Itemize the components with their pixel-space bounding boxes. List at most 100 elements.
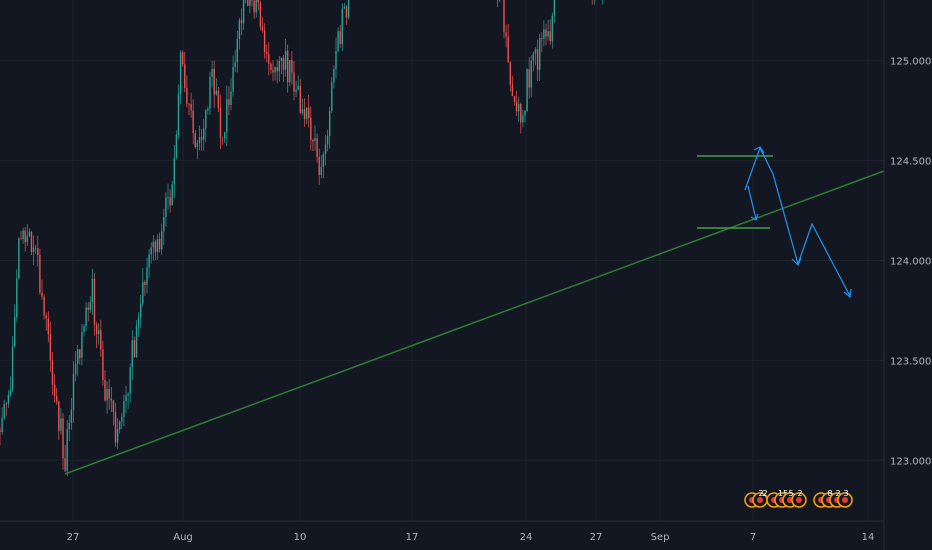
candle-body bbox=[299, 85, 301, 113]
candle-body bbox=[347, 0, 350, 18]
candle-body bbox=[268, 53, 270, 64]
candle-body bbox=[276, 67, 278, 72]
price-tick-label: 123.500 bbox=[890, 356, 931, 367]
candle-body bbox=[137, 317, 140, 327]
candle-body bbox=[121, 416, 123, 422]
candle-body bbox=[163, 217, 165, 232]
time-tick-label: 24 bbox=[520, 532, 533, 543]
event-markers: 2 15 5 2 8 2 32 bbox=[744, 489, 853, 508]
candle-body bbox=[41, 292, 43, 297]
time-axis[interactable]: 27 Aug 10 17 24 27 Sep 7 14 bbox=[67, 532, 875, 543]
candle-body bbox=[343, 6, 346, 9]
time-tick-label: 7 bbox=[750, 532, 756, 543]
candle-body bbox=[81, 332, 83, 358]
candle-body bbox=[526, 69, 528, 111]
candle-body bbox=[142, 281, 144, 304]
candle-body bbox=[154, 241, 157, 253]
candle-body bbox=[230, 91, 232, 106]
candle-body bbox=[520, 104, 522, 123]
candle-body bbox=[37, 248, 39, 255]
candle-body bbox=[331, 82, 333, 112]
candle-body bbox=[127, 393, 129, 396]
candle-body bbox=[249, 0, 251, 6]
candle-body bbox=[305, 107, 308, 120]
candle-body bbox=[98, 330, 100, 334]
candle-body bbox=[318, 157, 320, 175]
projection-path[interactable] bbox=[744, 146, 851, 297]
candle-body bbox=[211, 69, 213, 77]
candle-body bbox=[257, 0, 259, 3]
event-count-label: 8 bbox=[827, 489, 832, 498]
event-flag-icon bbox=[757, 497, 763, 503]
candle-body bbox=[503, 0, 505, 33]
projection-arrowhead-2 bbox=[791, 257, 802, 267]
candle-body bbox=[161, 231, 163, 250]
candle-body bbox=[47, 318, 49, 335]
candle-body bbox=[339, 31, 341, 44]
candle-body bbox=[505, 32, 507, 37]
candle-body bbox=[215, 90, 217, 95]
candle-body bbox=[539, 38, 541, 70]
candle-body bbox=[135, 326, 138, 357]
event-count-label: 2 bbox=[762, 489, 767, 498]
candle-body bbox=[119, 421, 121, 430]
candle-body bbox=[345, 6, 348, 18]
candle-body bbox=[228, 99, 230, 105]
candle-body bbox=[308, 107, 310, 118]
candle-body bbox=[152, 241, 154, 248]
candle-body bbox=[169, 197, 171, 206]
candle-body bbox=[110, 398, 112, 401]
candle-body bbox=[22, 230, 24, 239]
time-tick-label: 10 bbox=[294, 532, 307, 543]
candle-body bbox=[83, 326, 85, 333]
candle-body bbox=[20, 238, 22, 240]
candle-body bbox=[125, 395, 127, 401]
price-tick-label: 124.500 bbox=[890, 157, 931, 168]
candle-body bbox=[255, 0, 257, 13]
candle-body bbox=[259, 2, 262, 27]
event-count-label: 2 bbox=[835, 489, 840, 498]
candle-body bbox=[293, 72, 295, 92]
candle-body bbox=[165, 197, 167, 218]
candle-body bbox=[263, 30, 266, 52]
candle-body bbox=[511, 84, 514, 97]
candle-body bbox=[301, 109, 304, 114]
candle-body bbox=[35, 247, 37, 249]
candle-body bbox=[11, 346, 14, 390]
candle-body bbox=[39, 255, 41, 293]
candle-body bbox=[541, 38, 543, 39]
candle-body bbox=[133, 340, 136, 357]
candle-body bbox=[49, 334, 52, 361]
projection-small-arrow[interactable] bbox=[747, 185, 757, 220]
candle-body bbox=[16, 278, 18, 317]
event-count-label: 2 bbox=[758, 489, 763, 498]
time-tick-label: 17 bbox=[406, 532, 419, 543]
candle-body bbox=[253, 0, 255, 13]
candle-body bbox=[221, 137, 224, 139]
candle-body bbox=[24, 230, 26, 243]
candle-body bbox=[114, 412, 117, 443]
candle-body bbox=[156, 239, 159, 253]
time-tick-label: 27 bbox=[67, 532, 80, 543]
candle-body bbox=[85, 307, 87, 326]
candle-body bbox=[236, 39, 238, 63]
candle-body bbox=[106, 389, 108, 401]
price-axis[interactable]: 122.500123.000123.500124.000124.500125.0… bbox=[890, 0, 931, 550]
candle-body bbox=[18, 238, 20, 279]
candle-body bbox=[247, 0, 249, 6]
support-trendline[interactable] bbox=[64, 170, 885, 475]
candle-body bbox=[240, 20, 243, 24]
candle-body bbox=[188, 103, 190, 105]
candle-body bbox=[131, 340, 133, 368]
candle-body bbox=[509, 62, 511, 85]
candle-body bbox=[68, 422, 70, 429]
candle-body bbox=[112, 400, 115, 412]
candle-body bbox=[205, 110, 207, 129]
candle-body bbox=[104, 379, 106, 401]
candle-body bbox=[234, 62, 236, 67]
candle-body bbox=[524, 111, 526, 116]
candle-body bbox=[7, 394, 10, 404]
candle-body bbox=[100, 330, 102, 350]
candle-body bbox=[295, 89, 297, 92]
